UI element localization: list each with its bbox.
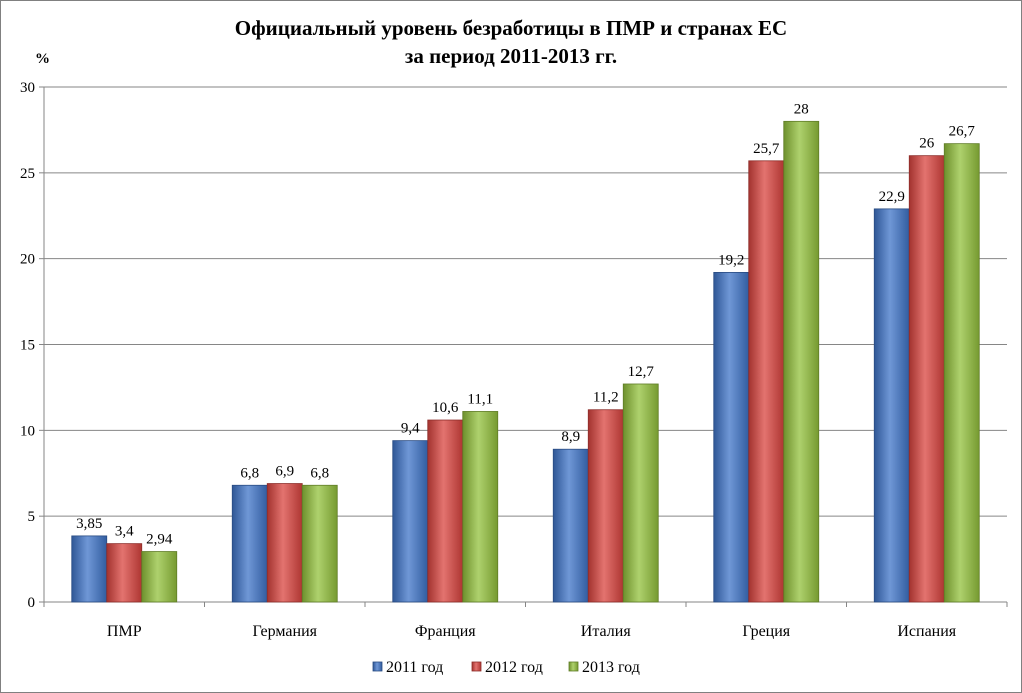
bar xyxy=(622,383,659,603)
y-tick-label: 20 xyxy=(20,252,35,268)
y-tick-label: 10 xyxy=(20,423,35,439)
bar xyxy=(301,484,338,603)
y-axis-ticks: 0 5 10 15 20 25 30 xyxy=(20,80,45,611)
data-label: 25,7 xyxy=(753,141,780,157)
legend-entry: 2012 год xyxy=(485,659,543,676)
data-label: 6,8 xyxy=(310,465,329,481)
data-label: 2,94 xyxy=(146,532,173,548)
legend-entry: 2011 год xyxy=(386,659,443,676)
x-category-label: Испания xyxy=(897,623,956,640)
legend-swatch xyxy=(568,661,579,672)
y-tick-label: 30 xyxy=(20,80,35,96)
y-axis-unit-label: % xyxy=(35,51,50,67)
data-label: 26 xyxy=(919,136,935,152)
bar xyxy=(552,448,589,603)
bar xyxy=(392,440,429,603)
data-label: 10,6 xyxy=(432,400,459,416)
bar xyxy=(462,411,499,603)
bar xyxy=(908,155,945,603)
bar xyxy=(231,484,268,603)
y-tick-label: 15 xyxy=(20,338,35,354)
x-category-label: Франция xyxy=(415,623,476,640)
chart-title: Официальный уровень безработицы в ПМР и … xyxy=(235,16,787,40)
y-tick-label: 5 xyxy=(28,509,36,525)
data-label: 3,85 xyxy=(76,516,102,532)
data-label: 9,4 xyxy=(401,421,420,437)
chart-subtitle: за период 2011-2013 гг. xyxy=(405,44,617,68)
data-labels: 3,85 3,4 2,94 6,8 6,9 6,8 9,4 10,6 11,1 8,9 11,2 12… xyxy=(76,101,975,547)
bar xyxy=(873,208,910,603)
x-category-label: ПМР xyxy=(107,623,142,640)
legend-swatch xyxy=(471,661,482,672)
legend-swatch xyxy=(372,661,383,672)
data-label: 6,9 xyxy=(275,464,294,480)
data-label: 11,1 xyxy=(467,391,493,407)
y-tick-label: 0 xyxy=(28,595,36,611)
legend-entry: 2013 год xyxy=(582,659,640,676)
bar xyxy=(71,535,108,603)
gridlines xyxy=(44,86,1007,603)
data-label: 28 xyxy=(794,101,809,117)
bar xyxy=(748,160,785,603)
data-label: 22,9 xyxy=(879,189,905,205)
data-label: 26,7 xyxy=(949,124,976,140)
bar xyxy=(141,551,178,603)
x-category-label: Италия xyxy=(581,623,632,640)
x-category-label: Германия xyxy=(253,623,318,640)
data-label: 12,7 xyxy=(628,364,655,380)
bar xyxy=(587,409,624,603)
data-label: 6,8 xyxy=(240,465,259,481)
data-label: 8,9 xyxy=(561,429,580,445)
y-tick-label: 25 xyxy=(20,166,35,182)
x-axis-categories: ПМР Германия Франция Италия Греция Испания xyxy=(43,602,1008,640)
data-label: 19,2 xyxy=(718,252,744,268)
bar xyxy=(943,143,980,603)
bar xyxy=(713,271,750,603)
bar xyxy=(427,419,464,603)
data-label: 3,4 xyxy=(115,524,134,540)
bar xyxy=(783,120,820,603)
bar xyxy=(266,483,303,603)
x-category-label: Греция xyxy=(742,623,790,640)
data-label: 11,2 xyxy=(593,390,619,406)
bars xyxy=(71,120,980,603)
legend: 2011 год 2012 год 2013 год xyxy=(372,659,640,676)
bar xyxy=(106,543,143,603)
